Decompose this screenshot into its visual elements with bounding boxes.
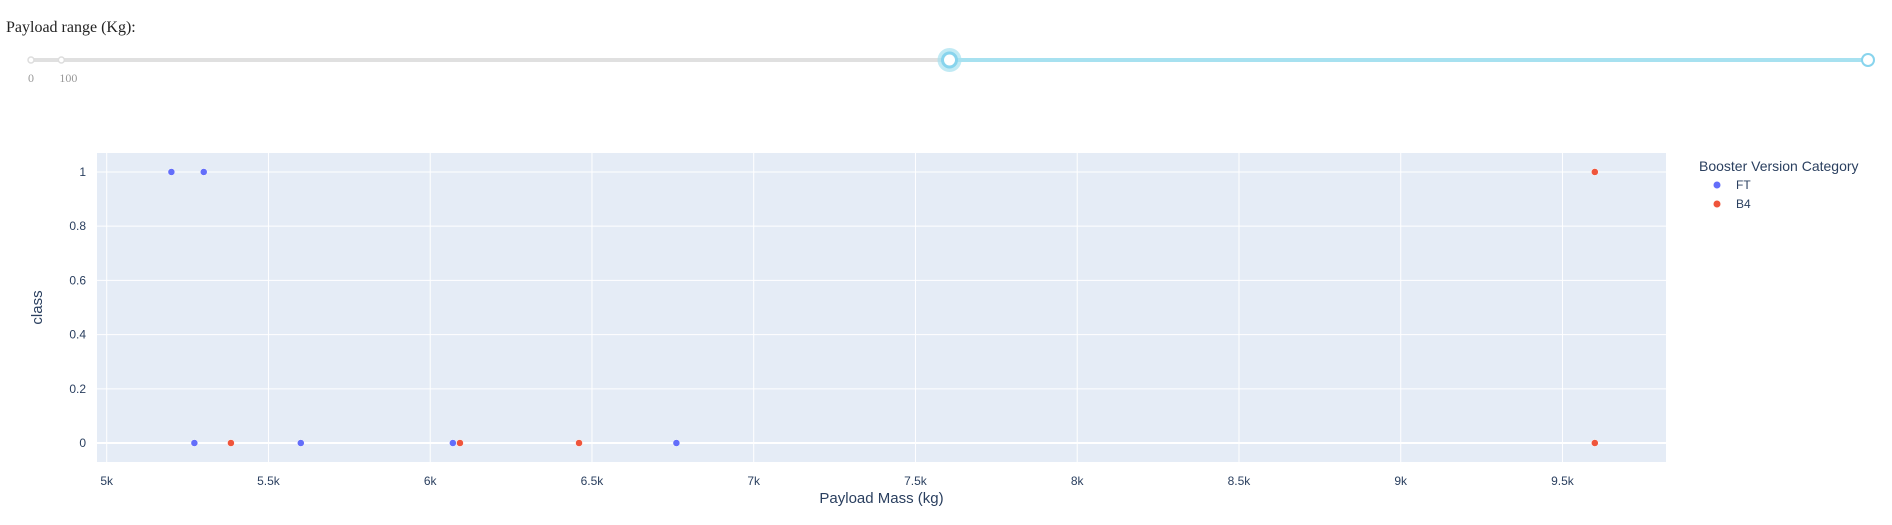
- data-point-b4: [575, 439, 583, 447]
- legend-item-label: B4: [1736, 197, 1751, 211]
- x-tick-label: 5k: [100, 474, 114, 488]
- x-tick-label: 8k: [1071, 474, 1085, 488]
- y-tick-label: 0.8: [69, 219, 86, 233]
- x-tick-label: 9k: [1394, 474, 1408, 488]
- slider-mark-dot[interactable]: [57, 56, 66, 64]
- legend-marker: [1713, 200, 1721, 208]
- data-point-ft: [190, 439, 199, 447]
- legend-item-label: FT: [1736, 178, 1751, 192]
- x-axis-ticks: 5k 5.5k 6k 6.5k 7k 7.5k 8k 8.5k 9k 9.5k: [100, 474, 1574, 488]
- x-tick-label: 8.5k: [1228, 474, 1252, 488]
- y-tick-label: 1: [79, 165, 86, 179]
- x-tick-label: 7k: [747, 474, 761, 488]
- data-point-b4: [227, 439, 235, 447]
- y-tick-label: 0.4: [69, 328, 86, 342]
- data-points: [167, 168, 1599, 447]
- x-tick-label: 7.5k: [904, 474, 928, 488]
- x-tick-label: 9.5k: [1551, 474, 1575, 488]
- slider-handle-low[interactable]: [941, 51, 958, 69]
- x-axis-title: Payload Mass (kg): [819, 490, 943, 507]
- legend-title: Booster Version Category: [1699, 158, 1859, 174]
- plot-area: [97, 153, 1666, 462]
- x-tick-label: 5.5k: [257, 474, 281, 488]
- slider-handle-high[interactable]: [1861, 53, 1875, 67]
- y-gridlines: [97, 171, 1666, 445]
- legend: FT B4: [1713, 178, 1751, 211]
- x-tick-label: 6.5k: [581, 474, 605, 488]
- slider-mark-label: 0: [28, 71, 34, 85]
- x-gridlines: [106, 153, 1563, 462]
- y-tick-label: 0: [79, 436, 86, 450]
- data-point-ft: [167, 168, 176, 176]
- data-point-b4: [1591, 168, 1599, 176]
- y-axis-title: class: [29, 290, 46, 324]
- data-point-ft: [200, 168, 208, 176]
- data-point-ft: [672, 439, 681, 447]
- data-point-b4: [1591, 439, 1599, 447]
- data-point-ft: [297, 439, 305, 447]
- y-tick-label: 0.2: [69, 382, 86, 396]
- y-axis-ticks: 0 0.2 0.4 0.6 0.8 1: [69, 165, 86, 450]
- payload-range-slider[interactable]: 0 100: [0, 0, 1892, 100]
- slider-label: Payload range (Kg):: [6, 19, 136, 36]
- data-point-ft: [449, 439, 457, 447]
- x-tick-label: 6k: [424, 474, 438, 488]
- slider-mark-dot[interactable]: [27, 56, 35, 64]
- y-tick-label: 0.6: [69, 273, 86, 287]
- legend-marker: [1713, 181, 1721, 189]
- slider-mark-label: 100: [59, 71, 77, 85]
- data-point-b4: [456, 439, 464, 447]
